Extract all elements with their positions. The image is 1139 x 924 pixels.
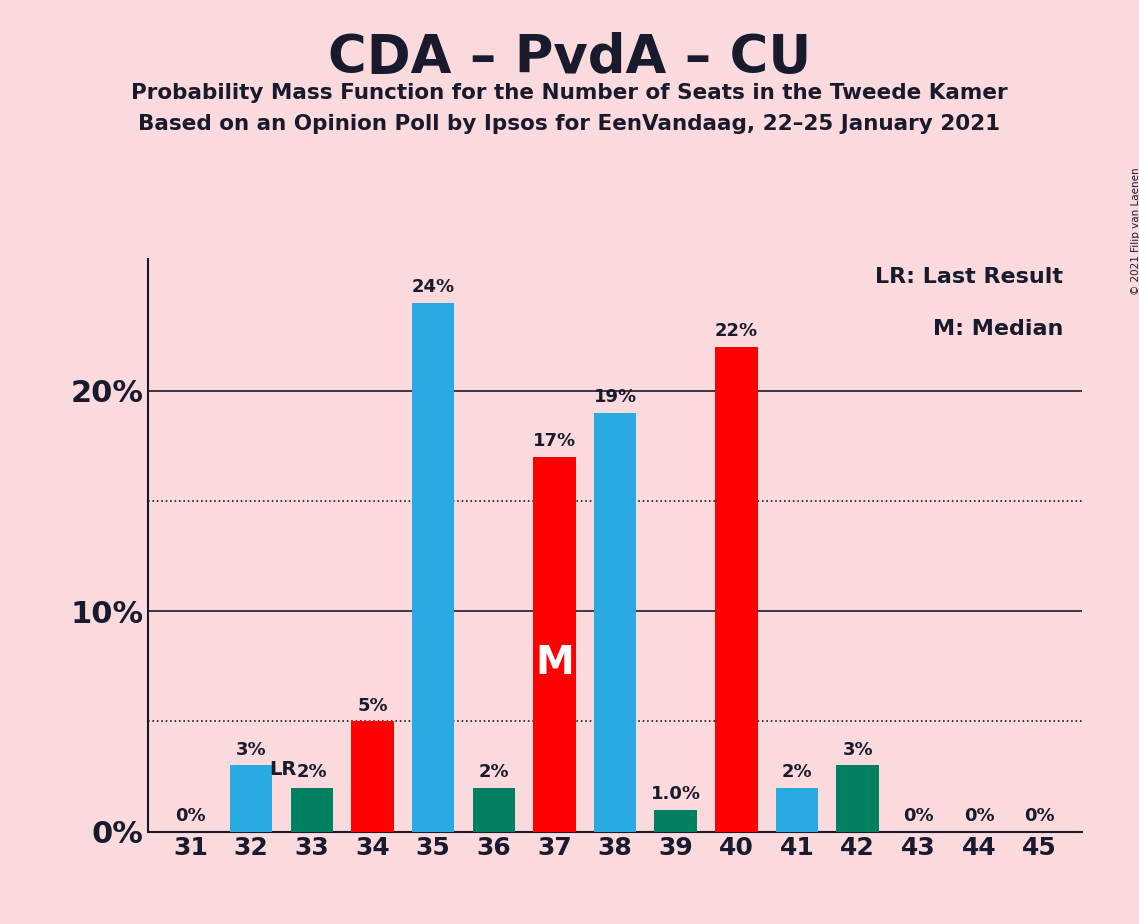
Text: 3%: 3% [843,741,872,759]
Text: LR: LR [269,760,296,779]
Bar [533,457,575,832]
Bar [776,787,818,832]
Text: LR: Last Result: LR: Last Result [876,267,1064,287]
Text: 24%: 24% [411,278,454,297]
Text: M: Median: M: Median [933,319,1064,339]
Bar [412,303,454,832]
Bar [655,809,697,832]
Text: 2%: 2% [781,763,812,781]
Bar [836,765,879,832]
Bar [290,787,333,832]
Bar [473,787,515,832]
Text: CDA – PvdA – CU: CDA – PvdA – CU [328,32,811,84]
Text: 0%: 0% [964,807,994,825]
Text: Probability Mass Function for the Number of Seats in the Tweede Kamer: Probability Mass Function for the Number… [131,83,1008,103]
Text: 1.0%: 1.0% [650,785,700,803]
Text: Based on an Opinion Poll by Ipsos for EenVandaag, 22–25 January 2021: Based on an Opinion Poll by Ipsos for Ee… [139,114,1000,134]
Bar [230,765,272,832]
Text: 19%: 19% [593,388,637,407]
Text: 0%: 0% [1024,807,1055,825]
Text: 0%: 0% [903,807,934,825]
Text: 3%: 3% [236,741,267,759]
Bar [593,413,637,832]
Text: 5%: 5% [358,697,387,715]
Text: 17%: 17% [533,432,576,450]
Text: M: M [535,644,574,682]
Text: 2%: 2% [478,763,509,781]
Bar [715,346,757,832]
Text: 0%: 0% [175,807,206,825]
Text: 2%: 2% [296,763,327,781]
Text: 22%: 22% [715,322,757,340]
Bar [351,722,394,832]
Text: © 2021 Filip van Laenen: © 2021 Filip van Laenen [1131,167,1139,295]
